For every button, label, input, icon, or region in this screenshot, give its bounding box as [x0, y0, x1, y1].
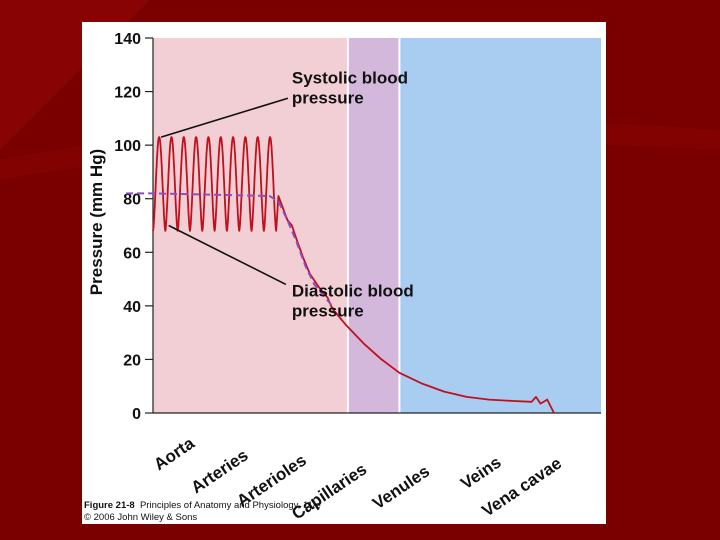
y-axis-label: Pressure (mm Hg) [87, 149, 106, 295]
copyright-text: © 2006 John Wiley & Sons [84, 512, 198, 523]
y-tick-label: 20 [123, 352, 141, 369]
region-capillary [347, 38, 400, 413]
figure-card: 0 20 40 60 80 100 120 140 Systolic blood pressur… [82, 22, 606, 524]
annotation-leader [160, 97, 289, 138]
y-tick-label: 80 [123, 192, 141, 209]
y-tick-label: 40 [123, 299, 141, 316]
annotation-line: Diastolic blood [292, 281, 414, 300]
systolic-annotation: Systolic blood pressure [292, 69, 408, 108]
y-tick-label: 0 [132, 406, 141, 423]
x-category-label: Aorta [150, 433, 198, 474]
annotation-leader [168, 224, 287, 286]
y-tick-label: 120 [114, 85, 141, 102]
annotation-line: Systolic blood [292, 69, 408, 88]
diastolic-annotation: Diastolic blood pressure [292, 281, 414, 320]
annotation-line: pressure [292, 301, 364, 320]
pressure-line [152, 136, 555, 414]
y-tick-label: 100 [114, 138, 141, 155]
figure-title: Principles of Anatomy and Physiology, 11… [139, 500, 321, 511]
figure-caption: Figure 21-8 Principles of Anatomy and Ph… [84, 500, 604, 524]
region-venous [399, 38, 601, 413]
x-category-label: Veins [457, 453, 504, 494]
y-tick-label: 60 [123, 245, 141, 262]
annotation-line: pressure [292, 89, 364, 108]
y-tick-label: 140 [114, 31, 141, 48]
figure-label: Figure 21-8 [84, 500, 135, 511]
